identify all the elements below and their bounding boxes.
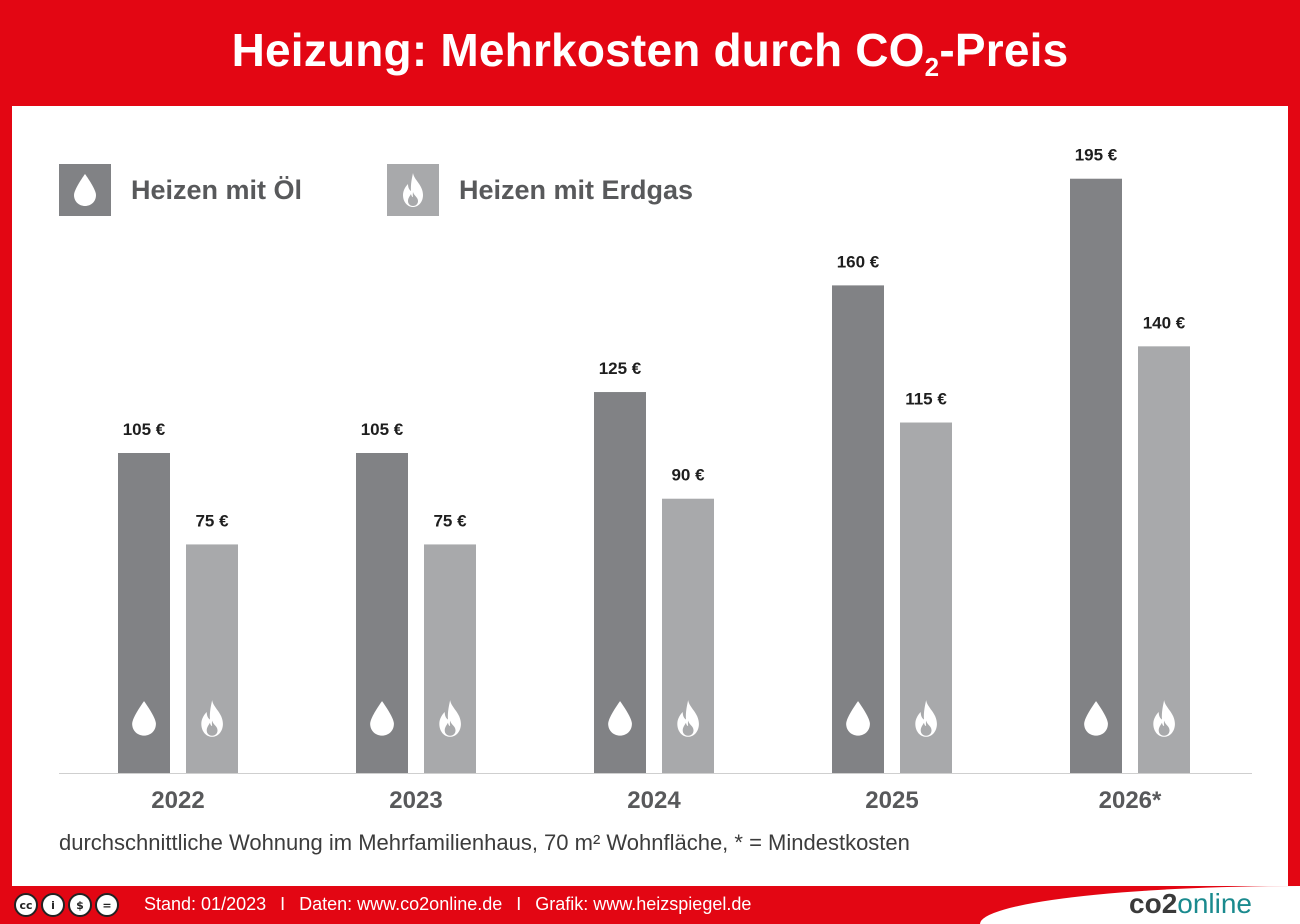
oil-drop-icon [1084, 701, 1108, 736]
footer-separator: I [516, 894, 522, 914]
footnote: durchschnittliche Wohnung im Mehrfamilie… [59, 830, 910, 855]
flame-icon [387, 164, 439, 216]
co2online-logo: co2online [1129, 888, 1252, 919]
flame-icon [439, 700, 461, 737]
bar-oil [1070, 178, 1122, 773]
attribution-icon: i [41, 893, 65, 917]
data-label: 160 € [837, 252, 880, 271]
data-label: 125 € [599, 359, 642, 378]
oil-drop-icon [608, 701, 632, 736]
chart-title: Heizung: Mehrkosten durch CO2-Preis [231, 24, 1069, 82]
data-label: 105 € [123, 420, 166, 439]
footer-credits: Stand: 01/2023 I Daten: www.co2online.de I G… [144, 894, 751, 915]
x-tick-label: 2024 [627, 787, 681, 814]
footer-stand: Stand: 01/2023 [144, 894, 267, 914]
noderivs-icon: = [95, 893, 119, 917]
oil-drop-icon [846, 701, 870, 736]
footer-daten: Daten: www.co2online.de [299, 894, 503, 914]
header-bar: Heizung: Mehrkosten durch CO2-Preis [0, 0, 1300, 106]
data-label: 90 € [671, 466, 705, 485]
footer-grafik: Grafik: www.heizspiegel.de [535, 894, 752, 914]
x-tick-label: 2022 [151, 787, 204, 814]
data-label: 115 € [905, 390, 947, 409]
oil-drop-icon [59, 164, 111, 216]
cc-icon: cc [14, 893, 38, 917]
license-icons: cc i $ = [14, 893, 119, 917]
data-label: 140 € [1143, 313, 1186, 332]
footer-bar: cc i $ = Stand: 01/2023 I Daten: www.co2on… [0, 886, 1300, 924]
legend-item-oil: Heizen mit Öl [59, 164, 302, 216]
flame-icon [1153, 700, 1175, 737]
footer-separator: I [280, 894, 286, 914]
data-label: 195 € [1075, 146, 1118, 165]
flame-icon [677, 700, 699, 737]
oil-drop-icon [132, 701, 156, 736]
legend-label-gas: Heizen mit Erdgas [459, 174, 694, 205]
data-label: 75 € [195, 511, 229, 530]
data-label: 105 € [361, 420, 404, 439]
x-tick-label: 2026* [1099, 787, 1162, 814]
bar-oil [832, 285, 884, 773]
oil-drop-icon [370, 701, 394, 736]
bar-gas [186, 544, 238, 773]
noncommercial-icon: $ [68, 893, 92, 917]
flame-icon [201, 700, 223, 737]
bar-gas [424, 544, 476, 773]
legend-item-gas: Heizen mit Erdgas [387, 164, 693, 216]
flame-icon [915, 700, 937, 737]
x-tick-label: 2025 [865, 787, 918, 814]
x-tick-label: 2023 [389, 787, 442, 814]
legend-label-oil: Heizen mit Öl [131, 174, 303, 205]
data-label: 75 € [433, 511, 467, 530]
